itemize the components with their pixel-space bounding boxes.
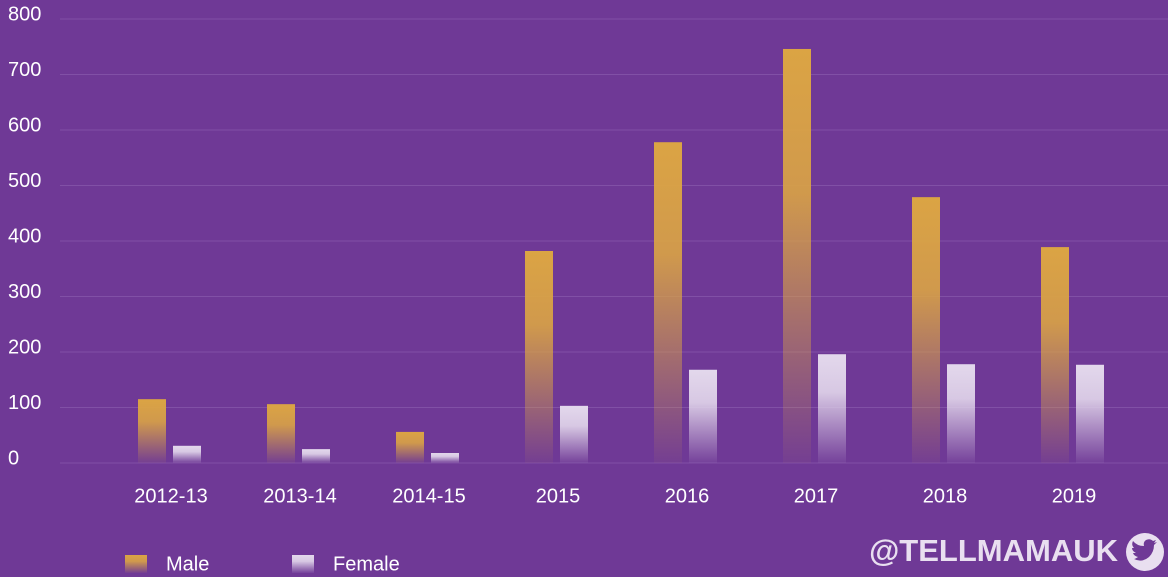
bar (302, 449, 330, 463)
y-tick-label: 800 (8, 3, 41, 25)
legend-label: Female (333, 553, 400, 575)
x-tick-label: 2012-13 (134, 485, 207, 507)
bar (783, 48, 811, 463)
bar (396, 431, 424, 463)
legend-label: Male (166, 553, 209, 575)
x-tick-label: 2019 (1052, 485, 1097, 507)
bar (267, 404, 295, 463)
bar (912, 197, 940, 463)
watermark: @TELLMAMAUK (869, 533, 1119, 568)
y-tick-label: 300 (8, 281, 41, 303)
x-tick-label: 2014-15 (392, 485, 465, 507)
bar (818, 354, 846, 463)
y-tick-label: 700 (8, 59, 41, 81)
y-tick-label: 100 (8, 392, 41, 414)
bar (1076, 364, 1104, 463)
y-tick-label: 0 (8, 447, 19, 469)
y-tick-label: 400 (8, 225, 41, 247)
bar (173, 445, 201, 463)
y-tick-label: 200 (8, 336, 41, 358)
bar (1041, 247, 1069, 463)
bar (431, 453, 459, 463)
bar (525, 250, 553, 463)
bar (689, 369, 717, 463)
x-tick-label: 2013-14 (263, 485, 336, 507)
legend-swatch (125, 555, 147, 573)
bar (138, 399, 166, 463)
y-tick-label: 500 (8, 170, 41, 192)
x-tick-label: 2017 (794, 485, 839, 507)
x-tick-label: 2015 (536, 485, 581, 507)
bar (947, 364, 975, 463)
bar (654, 142, 682, 463)
y-tick-label: 600 (8, 114, 41, 136)
x-tick-label: 2018 (923, 485, 968, 507)
twitter-icon (1126, 533, 1164, 571)
legend-swatch (292, 555, 314, 573)
bar (560, 405, 588, 463)
x-tick-label: 2016 (665, 485, 710, 507)
